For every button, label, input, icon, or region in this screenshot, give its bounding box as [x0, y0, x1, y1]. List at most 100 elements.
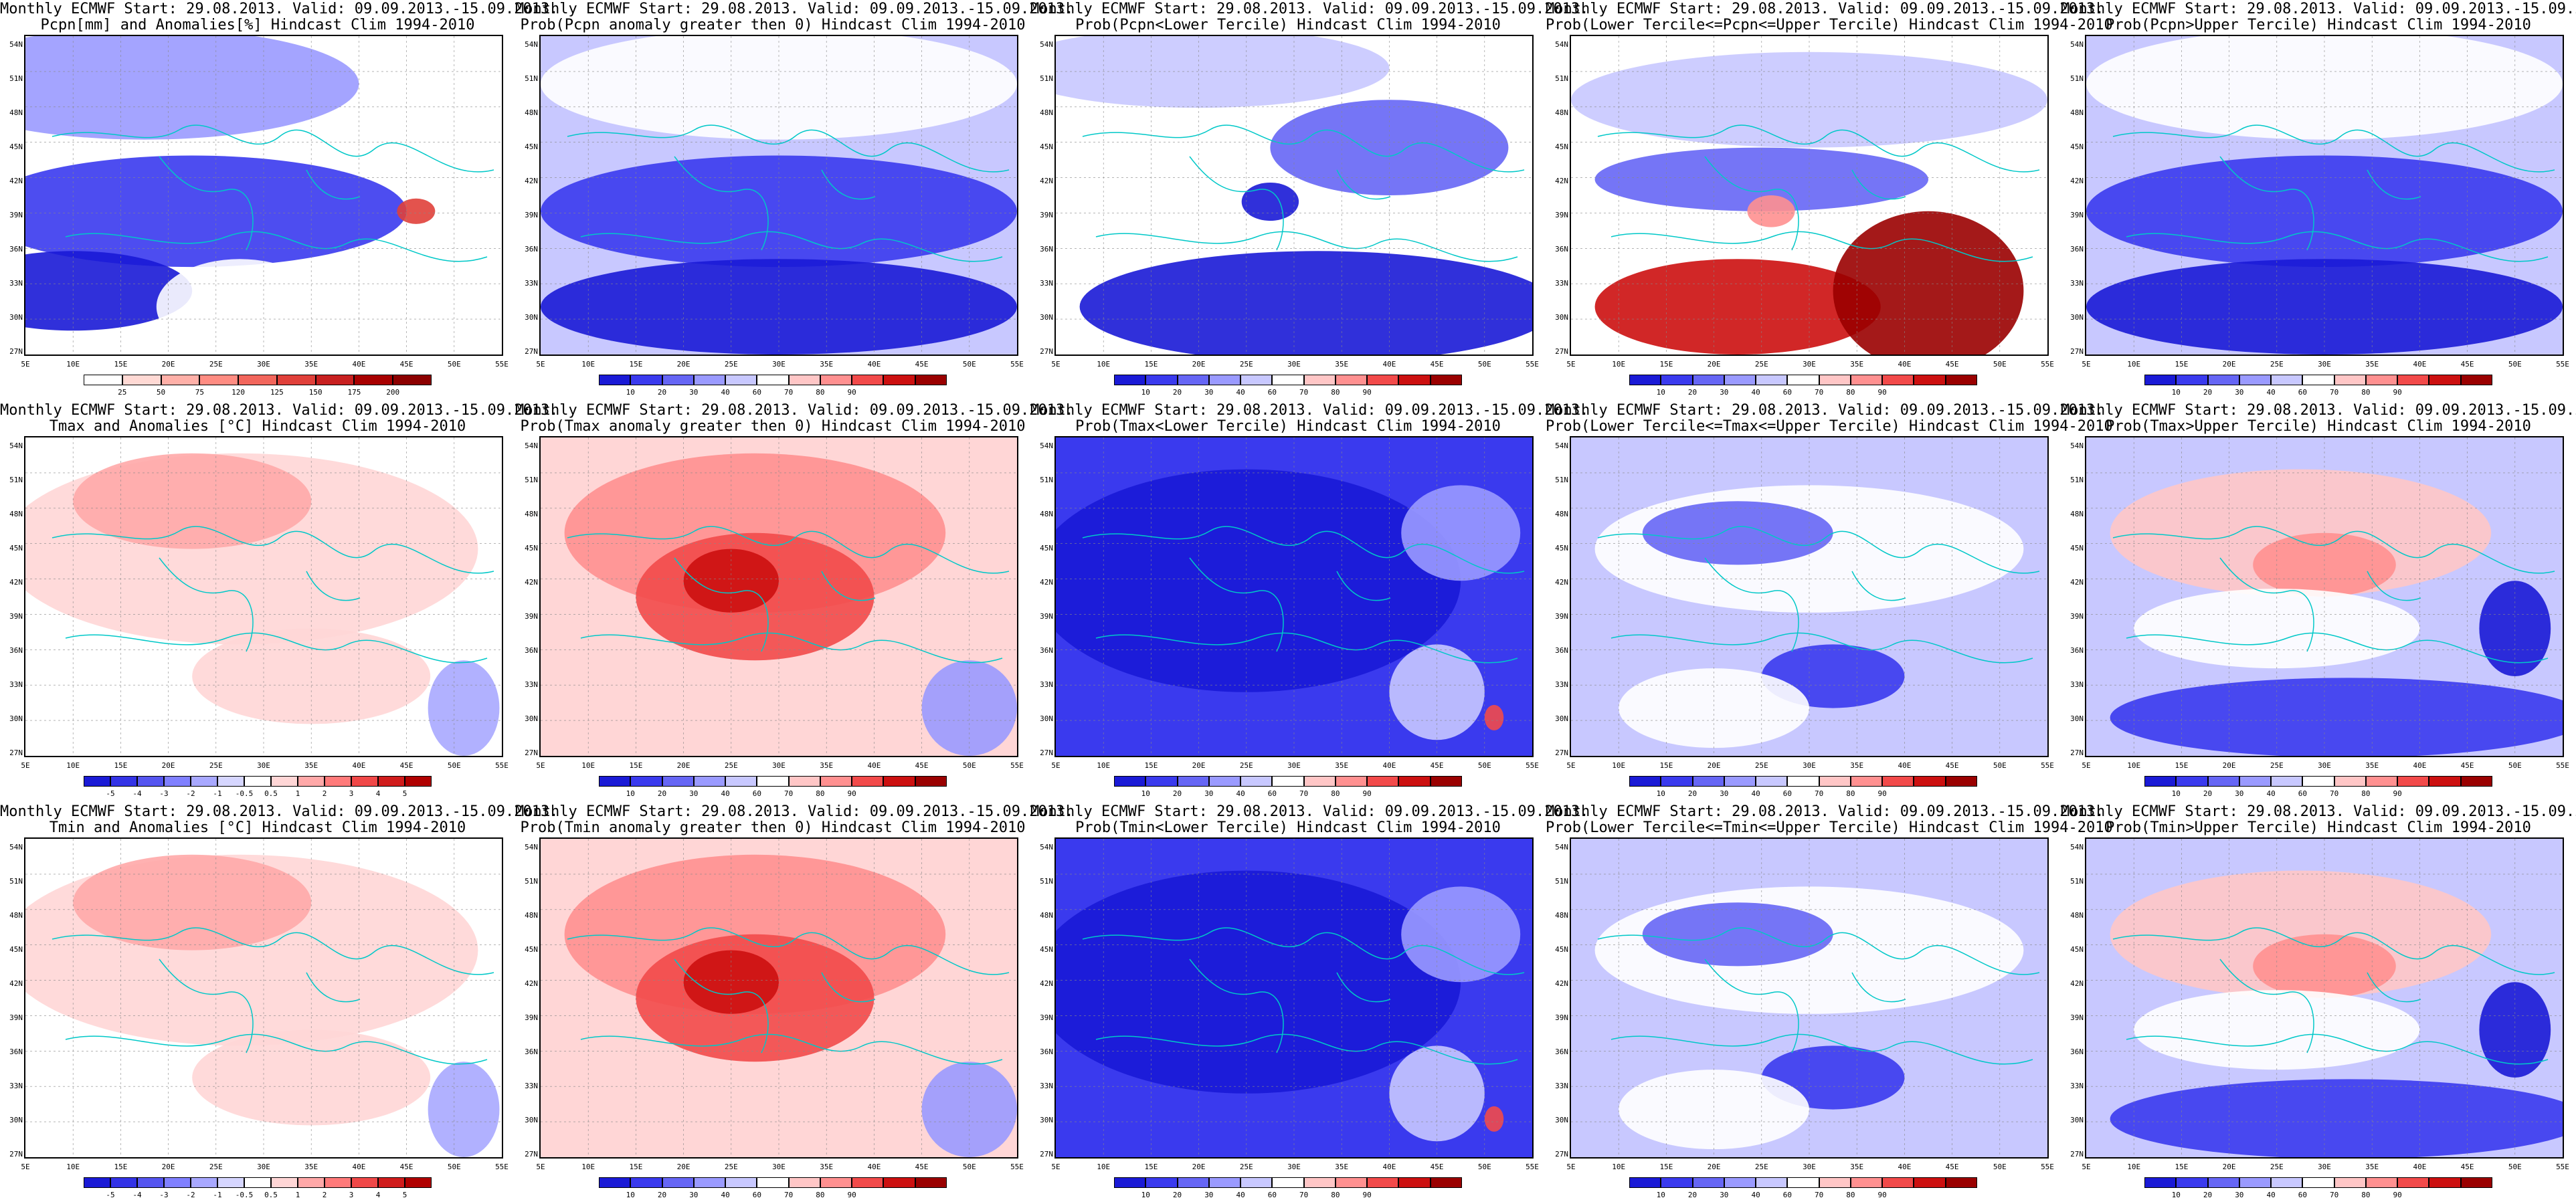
lon-tick-label: 10E — [2127, 360, 2141, 369]
colorbar-swatch — [110, 776, 137, 787]
lon-tick-label: 20E — [1707, 761, 1721, 770]
forecast-map — [1570, 436, 2049, 757]
colorbar-label: -0.5 — [235, 789, 254, 798]
colorbar-swatch — [1367, 1177, 1399, 1188]
colorbar-swatch — [1177, 1177, 1209, 1188]
colorbar-swatch — [378, 1177, 405, 1188]
coastline — [1597, 124, 2040, 173]
field-region — [2479, 982, 2551, 1078]
coastline — [159, 156, 254, 251]
colorbar-swatch — [191, 776, 217, 787]
colorbar-swatch — [1335, 1177, 1368, 1188]
lat-tick-label: 48N — [1555, 911, 1568, 920]
lon-tick-label: 30E — [1803, 1163, 1816, 1171]
lon-tick-label: 40E — [1898, 1163, 1912, 1171]
colorbar-label: 70 — [784, 1191, 794, 1199]
colorbar-label: -2 — [186, 789, 195, 798]
lat-tick-label: 45N — [1555, 142, 1568, 151]
colorbar-label: 70 — [2330, 388, 2339, 397]
colorbar-label: 90 — [1877, 1191, 1887, 1199]
lat-tick-label: 45N — [1555, 544, 1568, 553]
colorbar-label: 70 — [1299, 388, 1309, 397]
lon-tick-label: 10E — [581, 761, 595, 770]
colorbar-swatch — [1756, 776, 1788, 787]
colorbar-label: 60 — [1782, 1191, 1792, 1199]
lon-tick-label: 55E — [2556, 761, 2569, 770]
map-panel: Monthly ECMWF Start: 29.08.2013. Valid: … — [0, 0, 559, 401]
lon-tick-label: 15E — [2175, 761, 2189, 770]
lon-tick-label: 15E — [114, 360, 128, 369]
forecast-map — [2085, 837, 2564, 1159]
lat-tick-label: 33N — [9, 680, 23, 689]
lon-tick-label: 55E — [495, 761, 509, 770]
lat-tick-label: 51N — [9, 476, 23, 484]
colorbar-swatch — [1692, 776, 1724, 787]
forecast-map — [539, 436, 1018, 757]
lat-tick-label: 45N — [2070, 544, 2084, 553]
colorbar-label: 60 — [752, 789, 761, 798]
colorbar-swatch — [1240, 375, 1273, 385]
lat-tick-label: 54N — [2070, 441, 2084, 450]
lon-tick-label: 35E — [304, 360, 318, 369]
field-region — [2086, 259, 2563, 355]
colorbar-swatch — [244, 1177, 271, 1188]
colorbar-label: 60 — [1782, 789, 1792, 798]
colorbar-swatch — [1367, 375, 1399, 385]
lat-tick-label: 51N — [1040, 476, 1053, 484]
lat-tick-label: 27N — [525, 748, 538, 757]
lon-tick-label: 40E — [2413, 1163, 2427, 1171]
lon-tick-label: 15E — [1144, 761, 1158, 770]
colorbar-swatch — [1945, 375, 1977, 385]
lat-tick-label: 30N — [1040, 714, 1053, 723]
colorbar-label: 60 — [1267, 789, 1277, 798]
map-field — [25, 437, 502, 756]
colorbar-label: 40 — [721, 789, 730, 798]
colorbar-swatch — [1945, 776, 1977, 787]
lat-tick-label: 48N — [525, 108, 538, 117]
colorbar-swatch — [599, 375, 631, 385]
colorbar-label: 70 — [2330, 789, 2339, 798]
colorbar-swatch — [757, 1177, 789, 1188]
panel-title-line1: Monthly ECMWF Start: 29.08.2013. Valid: … — [0, 1, 559, 17]
lon-tick-label: 20E — [1192, 1163, 1206, 1171]
colorbar-swatch — [393, 375, 432, 385]
lon-tick-label: 25E — [724, 360, 738, 369]
coastline — [1704, 959, 1799, 1054]
colorbar-label: 4 — [375, 789, 381, 798]
colorbar-label: 120 — [232, 388, 246, 397]
lon-tick-label: 5E — [2082, 1163, 2091, 1171]
lon-tick-label: 10E — [581, 1163, 595, 1171]
lat-tick-label: 39N — [2070, 211, 2084, 219]
field-region — [1484, 704, 1504, 730]
lon-tick-label: 50E — [1993, 360, 2007, 369]
lon-tick-label: 55E — [2041, 360, 2054, 369]
lat-tick-label: 30N — [1555, 714, 1568, 723]
lon-tick-label: 30E — [2318, 1163, 2331, 1171]
lat-tick-label: 33N — [1040, 279, 1053, 288]
lat-tick-label: 36N — [1555, 1047, 1568, 1056]
lon-tick-label: 55E — [495, 1163, 509, 1171]
colorbar-label: 0.5 — [264, 789, 278, 798]
lat-tick-label: 33N — [1040, 680, 1053, 689]
colorbar-label: 40 — [2266, 789, 2276, 798]
lon-tick-label: 5E — [1051, 761, 1061, 770]
colorbar-swatch — [788, 375, 820, 385]
colorbar-label: 30 — [2235, 789, 2244, 798]
lat-tick-label: 39N — [2070, 612, 2084, 621]
colorbar-swatch — [2429, 1177, 2461, 1188]
colorbar: 10 20 30 40 60 70 80 90 — [599, 776, 947, 798]
colorbar-swatch — [2302, 375, 2334, 385]
lon-tick-label: 20E — [1192, 360, 1206, 369]
field-region — [2110, 1079, 2563, 1157]
panel-title-line1: Monthly ECMWF Start: 29.08.2013. Valid: … — [1030, 803, 1589, 820]
coastline — [52, 124, 494, 173]
lon-tick-label: 25E — [209, 360, 223, 369]
colorbar-swatch — [883, 776, 915, 787]
map-panel: Monthly ECMWF Start: 29.08.2013. Valid: … — [1546, 401, 2113, 803]
lon-tick-label: 50E — [2508, 761, 2522, 770]
lon-tick-label: 40E — [1382, 1163, 1396, 1171]
panel-title-line1: Monthly ECMWF Start: 29.08.2013. Valid: … — [1030, 402, 1589, 419]
colorbar-swatch — [1240, 776, 1273, 787]
colorbar-label: 90 — [847, 1191, 856, 1199]
lat-tick-label: 45N — [525, 142, 538, 151]
